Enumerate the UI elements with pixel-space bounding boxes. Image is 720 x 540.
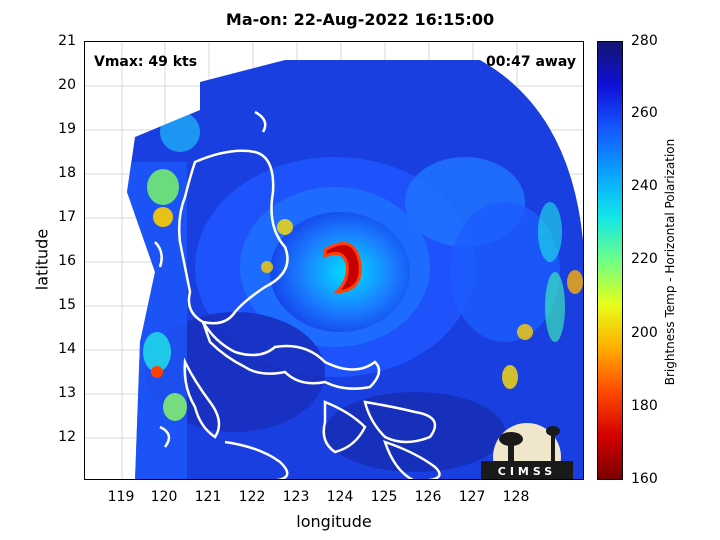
y-tick: 14 [58,341,76,357]
y-tick: 17 [58,209,76,225]
x-tick: 128 [502,489,530,505]
x-tick: 119 [107,489,135,505]
x-tick: 126 [414,489,442,505]
brightness-map-svg [85,42,583,479]
colorbar-tick: 160 [631,471,658,487]
colorbar-tick: 260 [631,105,658,121]
map-title: Ma-on: 22-Aug-2022 16:15:00 [225,10,495,29]
colorbar-tick: 240 [631,178,658,194]
y-tick: 20 [58,77,76,93]
colorbar [597,41,623,480]
y-tick: 13 [58,385,76,401]
x-tick: 123 [282,489,310,505]
colorbar-tick: 280 [631,33,658,49]
x-tick: 122 [238,489,266,505]
x-axis-label: longitude [296,512,372,531]
x-tick: 127 [458,489,486,505]
y-tick: 19 [58,121,76,137]
vmax-label: Vmax: 49 kts [94,54,198,70]
y-tick: 18 [58,165,76,181]
cimss-logo-icon: CIMSS [481,423,573,479]
logo-text: CIMSS [498,465,556,478]
x-tick: 121 [194,489,222,505]
satellite-swath [127,60,583,479]
colorbar-label: Brightness Temp - Horizontal Polarizatio… [663,138,677,386]
y-tick: 21 [58,33,76,49]
x-tick: 120 [150,489,178,505]
y-axis-label: latitude [32,228,52,291]
eyewall-band [323,242,362,294]
colorbar-tick: 180 [631,398,658,414]
coastlines [154,110,441,479]
colorbar-tick: 200 [631,325,658,341]
y-tick: 12 [58,429,76,445]
x-tick: 124 [326,489,354,505]
y-tick: 15 [58,297,76,313]
map-panel: CIMSS [84,41,584,480]
x-tick: 125 [370,489,398,505]
time-away-label: 00:47 away [486,54,576,70]
colorbar-tick: 220 [631,251,658,267]
y-tick: 16 [58,253,76,269]
